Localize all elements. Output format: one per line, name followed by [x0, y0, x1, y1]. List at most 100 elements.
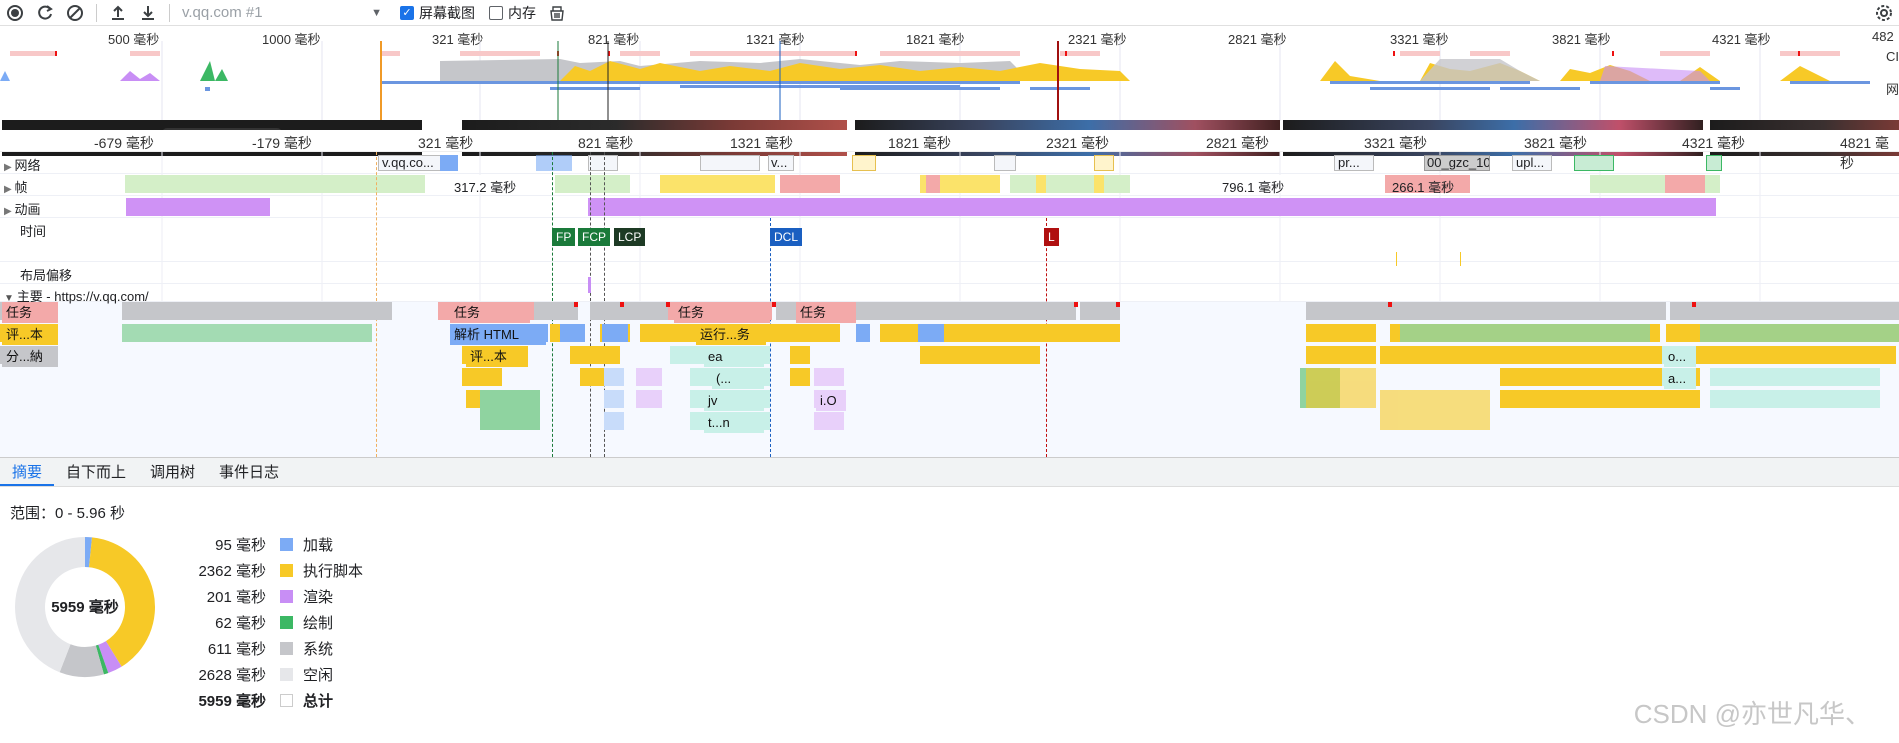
network-request[interactable] — [852, 155, 876, 171]
summary-row-rendering: 201 毫秒 渲染 — [170, 584, 333, 608]
summary-row-scripting: 2362 毫秒 执行脚本 — [170, 558, 363, 582]
flame-label: 分...納 — [6, 349, 43, 364]
tab-bottom-up[interactable]: 自下而上 — [66, 464, 127, 481]
clear-icon[interactable] — [60, 0, 90, 26]
flame-label: i.O — [820, 393, 837, 408]
flame-function[interactable]: ea — [704, 346, 764, 367]
flame-eval-script[interactable]: 评...本 — [466, 346, 528, 367]
network-request[interactable] — [700, 155, 760, 171]
network-request[interactable]: 00_gzc_10 — [1424, 155, 1490, 171]
flame-gc[interactable]: 分...納 — [2, 346, 58, 367]
summary-label: 总计 — [303, 692, 334, 710]
fp-marker[interactable]: FP — [552, 228, 576, 246]
overview-tick: 500 毫秒 — [108, 32, 160, 47]
network-request[interactable] — [536, 155, 572, 171]
ruler-tick: 3821 毫秒 — [1524, 135, 1588, 151]
frames-row — [0, 174, 1899, 196]
network-request-label: v.qq.co... — [382, 155, 434, 170]
color-swatch — [280, 667, 293, 681]
flame-task[interactable]: 任务 — [796, 302, 856, 323]
animation-bar[interactable] — [588, 198, 1716, 216]
flame-function[interactable]: jv — [704, 390, 764, 411]
overview-tick: 821 毫秒 — [588, 32, 640, 47]
tab-summary[interactable]: 摘要 — [0, 458, 55, 486]
overview-tick: 4321 毫秒 — [1712, 32, 1771, 47]
screenshots-checkbox[interactable]: ✓ 屏幕截图 — [400, 3, 475, 23]
track-main[interactable]: ▼ 主要 - https://v.qq.com/ — [4, 286, 149, 305]
flame-chart — [0, 302, 1899, 430]
ruler-tick: 2321 毫秒 — [1046, 135, 1110, 151]
summary-value: 2362 毫秒 — [198, 562, 266, 580]
timeline-overview[interactable]: 500 毫秒 1000 毫秒 321 毫秒 821 毫秒 1321 毫秒 182… — [0, 27, 1899, 156]
network-request[interactable]: upl... — [1512, 155, 1552, 171]
flame-label: 解析 HTML — [454, 327, 520, 342]
overview-tick: 1821 毫秒 — [906, 32, 965, 47]
tab-event-log[interactable]: 事件日志 — [219, 464, 280, 481]
overview-tick: 2821 毫秒 — [1228, 32, 1287, 47]
track-frames[interactable]: ▶ 帧 — [4, 177, 27, 196]
network-request[interactable] — [1574, 155, 1614, 171]
network-request[interactable] — [1706, 155, 1722, 171]
network-request[interactable]: pr... — [1334, 155, 1374, 171]
layout-shift-mark[interactable] — [588, 277, 591, 293]
flame-label: 评...本 — [6, 327, 43, 342]
summary-range: 范围：0 - 5.96 秒 — [10, 505, 126, 522]
flame-task[interactable]: 任务 — [450, 302, 530, 323]
flame-eval-script[interactable]: 评...本 — [2, 324, 58, 345]
network-request[interactable] — [994, 155, 1016, 171]
flame-function[interactable]: a... — [1664, 368, 1696, 389]
settings-gear-icon[interactable] — [1869, 0, 1899, 26]
flame-label: 任务 — [800, 305, 827, 320]
upload-icon[interactable] — [103, 0, 133, 26]
ruler-tick: 1821 毫秒 — [888, 135, 952, 151]
flame-function[interactable]: i.O — [816, 390, 846, 411]
garbage-collect-icon[interactable] — [542, 0, 572, 26]
overview-tick: 1000 毫秒 — [262, 32, 321, 47]
track-animations[interactable]: ▶ 动画 — [4, 199, 40, 218]
collapse-arrow-icon: ▼ — [4, 293, 17, 304]
flame-label: a... — [1668, 371, 1687, 386]
network-request[interactable] — [588, 155, 618, 171]
summary-value: 611 毫秒 — [207, 640, 266, 658]
recording-select[interactable]: v.qq.com #1 ▼ — [176, 2, 386, 24]
summary-label: 渲染 — [303, 588, 334, 606]
network-request[interactable] — [1094, 155, 1114, 171]
flame-label: jv — [708, 393, 718, 408]
network-request[interactable]: v... — [768, 155, 794, 171]
timing-tick — [1396, 252, 1397, 266]
timeline-tracks[interactable]: ▶ 网络 ▶ 帧 ▶ 动画 时间 布局偏移 ▼ 主要 - https://v.q… — [0, 152, 1899, 457]
network-request-label: pr... — [1338, 155, 1360, 170]
flame-label: 任务 — [454, 305, 481, 320]
flame-function[interactable]: o... — [1664, 346, 1696, 367]
donut-slice-空闲 — [14, 537, 86, 673]
flame-task[interactable]: 任务 — [674, 302, 770, 323]
reload-icon[interactable] — [30, 0, 60, 26]
record-icon[interactable] — [0, 0, 30, 26]
load-marker[interactable]: L — [1044, 228, 1059, 246]
network-request[interactable]: v.qq.co... — [378, 155, 458, 171]
flame-function[interactable]: t...n — [704, 412, 764, 433]
flame-function[interactable]: (... — [712, 368, 764, 389]
dcl-marker[interactable]: DCL — [770, 228, 803, 246]
donut-slice-绘制 — [95, 644, 109, 675]
flame-parse-html[interactable]: 解析 HTML — [450, 324, 546, 345]
flame-run-task[interactable]: 运行...务 — [696, 324, 766, 345]
overview-tick: 3821 毫秒 — [1552, 32, 1611, 47]
network-request[interactable] — [440, 155, 458, 171]
animations-row — [0, 196, 1899, 218]
flame-label: ea — [708, 349, 723, 364]
memory-checkbox[interactable]: 内存 — [489, 3, 536, 23]
track-frames-label: 帧 — [14, 180, 28, 195]
tab-call-tree[interactable]: 调用树 — [150, 464, 196, 481]
donut-slice-系统 — [59, 644, 104, 677]
fcp-marker[interactable]: FCP — [578, 228, 610, 246]
track-network[interactable]: ▶ 网络 — [4, 155, 40, 174]
expand-arrow-icon: ▶ — [4, 206, 15, 217]
ruler-tick: 2821 毫秒 — [1206, 135, 1270, 151]
download-icon[interactable] — [133, 0, 163, 26]
lcp-marker[interactable]: LCP — [614, 228, 646, 246]
summary-value: 2628 毫秒 — [198, 666, 266, 684]
flame-task[interactable]: 任务 — [2, 302, 58, 323]
animation-bar[interactable] — [126, 198, 270, 216]
overview-tick: 321 毫秒 — [432, 32, 484, 47]
